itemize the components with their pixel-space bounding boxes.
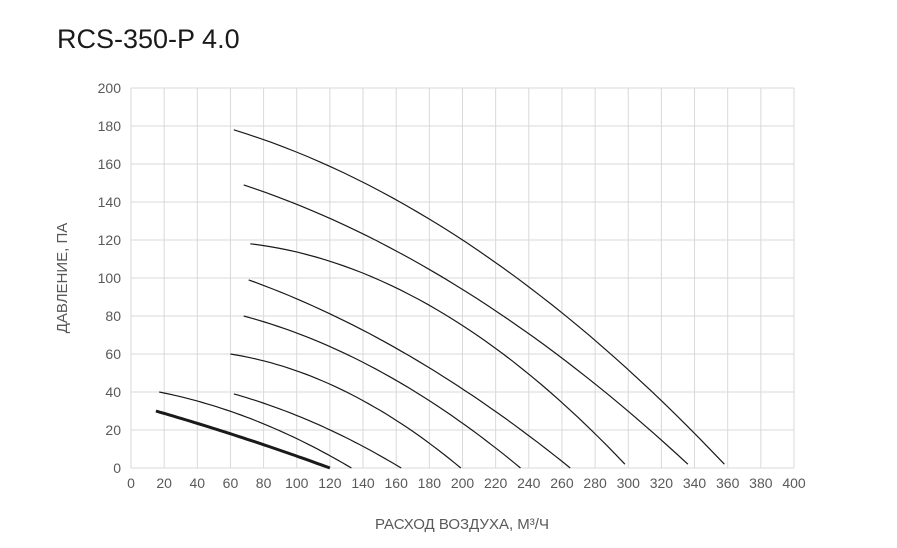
x-tick-label: 20 [156,475,172,491]
x-tick-label: 320 [650,475,674,491]
series-curve-9 [233,129,725,465]
x-tick-label: 240 [517,475,541,491]
y-tick-label: 40 [105,384,121,400]
series-curve-2 [159,391,352,469]
x-tick-label: 180 [418,475,442,491]
x-tick-label: 280 [583,475,607,491]
x-tick-label: 360 [716,475,740,491]
x-tick-label: 60 [223,475,239,491]
x-tick-label: 340 [683,475,707,491]
x-tick-labels: 0 20 40 60 80 100 120 140 160 180 200 220 240 260 280 3… [127,475,806,491]
series-curve-6 [248,279,571,469]
x-axis-label: РАСХОД ВОЗДУХА, М³/Ч [375,516,549,533]
x-tick-label: 140 [351,475,375,491]
y-tick-label: 20 [105,422,121,438]
series-lines [155,129,725,470]
x-tick-label: 300 [617,475,641,491]
x-tick-label: 400 [782,475,806,491]
x-tick-label: 120 [318,475,342,491]
grid [130,87,795,469]
y-tick-label: 200 [98,80,122,96]
y-tick-label: 160 [98,156,122,172]
x-tick-label: 380 [749,475,773,491]
chart-title: RCS-350-P 4.0 [57,24,240,54]
y-tick-labels: 0 20 40 60 80 100 120 140 160 180 200 [98,80,122,476]
y-tick-label: 180 [98,118,122,134]
y-tick-label: 140 [98,194,122,210]
x-tick-label: 160 [385,475,409,491]
series-curve-1 [155,409,331,470]
y-tick-label: 80 [105,308,121,324]
x-tick-label: 220 [484,475,508,491]
x-tick-label: 80 [256,475,272,491]
y-axis-label: ДАВЛЕНИЕ, ПА [54,223,71,334]
y-tick-label: 0 [113,460,121,476]
series-curve-8 [243,184,689,465]
y-tick-label: 100 [98,270,122,286]
series-curve-4 [230,353,462,469]
x-tick-label: 200 [451,475,475,491]
y-tick-label: 60 [105,346,121,362]
x-tick-label: 0 [127,475,135,491]
x-tick-label: 40 [190,475,206,491]
y-tick-label: 120 [98,232,122,248]
x-tick-label: 260 [550,475,574,491]
series-curve-7 [250,243,626,465]
series-curve-3 [233,393,402,469]
x-tick-label: 100 [285,475,309,491]
series-curve-5 [243,315,521,469]
